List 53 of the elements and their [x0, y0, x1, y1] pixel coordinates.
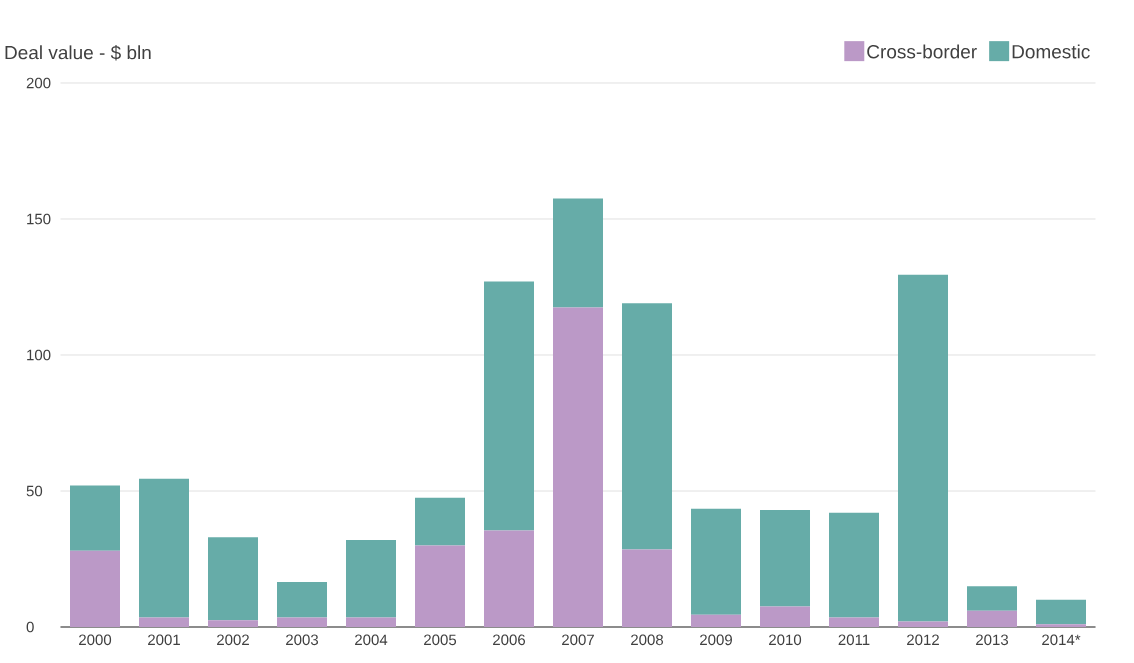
y-tick-label: 200: [26, 77, 51, 89]
bar: [346, 539, 396, 618]
bar: [1036, 599, 1086, 625]
x-tick-label: 2002: [217, 634, 249, 646]
bar: [691, 508, 741, 615]
bar: [760, 606, 810, 627]
bar: [484, 530, 534, 627]
legend-label: Cross-border: [867, 44, 977, 59]
bar: [277, 617, 327, 627]
bar: [691, 614, 741, 627]
y-tick-label: 150: [27, 213, 51, 225]
x-tick-label: 2009: [700, 634, 732, 646]
x-tick-label: 2012: [907, 634, 939, 646]
bar: [139, 478, 189, 618]
x-tick-label: 2003: [286, 634, 319, 646]
x-tick-label: 2005: [424, 634, 457, 646]
y-tick-label: 100: [27, 349, 51, 361]
x-tick-label: 2000: [79, 634, 112, 646]
bar: [70, 550, 120, 627]
bar: [967, 586, 1017, 611]
bar: [415, 497, 465, 546]
bar: [346, 617, 396, 627]
bar: [898, 274, 948, 622]
x-tick-label: 2006: [493, 634, 526, 646]
x-tick-label: 2010: [769, 634, 802, 646]
bar: [139, 617, 189, 627]
bar: [898, 621, 948, 627]
bar: [622, 549, 672, 627]
bar: [622, 303, 672, 550]
y-tick-label: 0: [26, 621, 34, 633]
bar: [277, 582, 327, 618]
bar: [829, 617, 879, 627]
bar: [1036, 624, 1086, 627]
bar: [553, 307, 603, 627]
y-axis-title: Deal value - $ bln: [5, 45, 151, 61]
x-tick-label: 2001: [148, 634, 180, 646]
x-tick-label: 2011: [838, 634, 870, 646]
bar: [484, 281, 534, 531]
bar: [829, 512, 879, 618]
x-tick-label: 2007: [562, 634, 594, 646]
bar: [967, 610, 1017, 627]
bar: [760, 510, 810, 607]
bar: [415, 545, 465, 627]
bar: [208, 620, 258, 627]
x-tick-label: 2013: [976, 634, 1009, 646]
y-tick-label: 50: [26, 485, 43, 497]
x-tick-label: 2014*: [1042, 634, 1081, 646]
bar: [70, 485, 120, 551]
x-tick-label: 2004: [355, 634, 388, 646]
x-tick-label: 2008: [631, 634, 664, 646]
bar: [553, 198, 603, 308]
bar: [208, 537, 258, 621]
legend-label: Domestic: [1012, 44, 1090, 59]
